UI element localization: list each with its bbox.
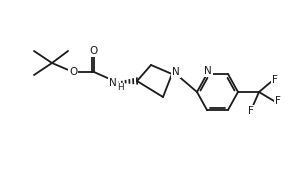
- Text: N: N: [204, 66, 212, 76]
- Text: N: N: [109, 78, 117, 88]
- Text: F: F: [272, 75, 278, 85]
- Text: O: O: [90, 46, 98, 56]
- Text: O: O: [69, 67, 77, 77]
- Text: F: F: [248, 106, 254, 116]
- Text: H: H: [117, 83, 123, 93]
- Text: N: N: [172, 67, 180, 77]
- Text: F: F: [275, 96, 281, 106]
